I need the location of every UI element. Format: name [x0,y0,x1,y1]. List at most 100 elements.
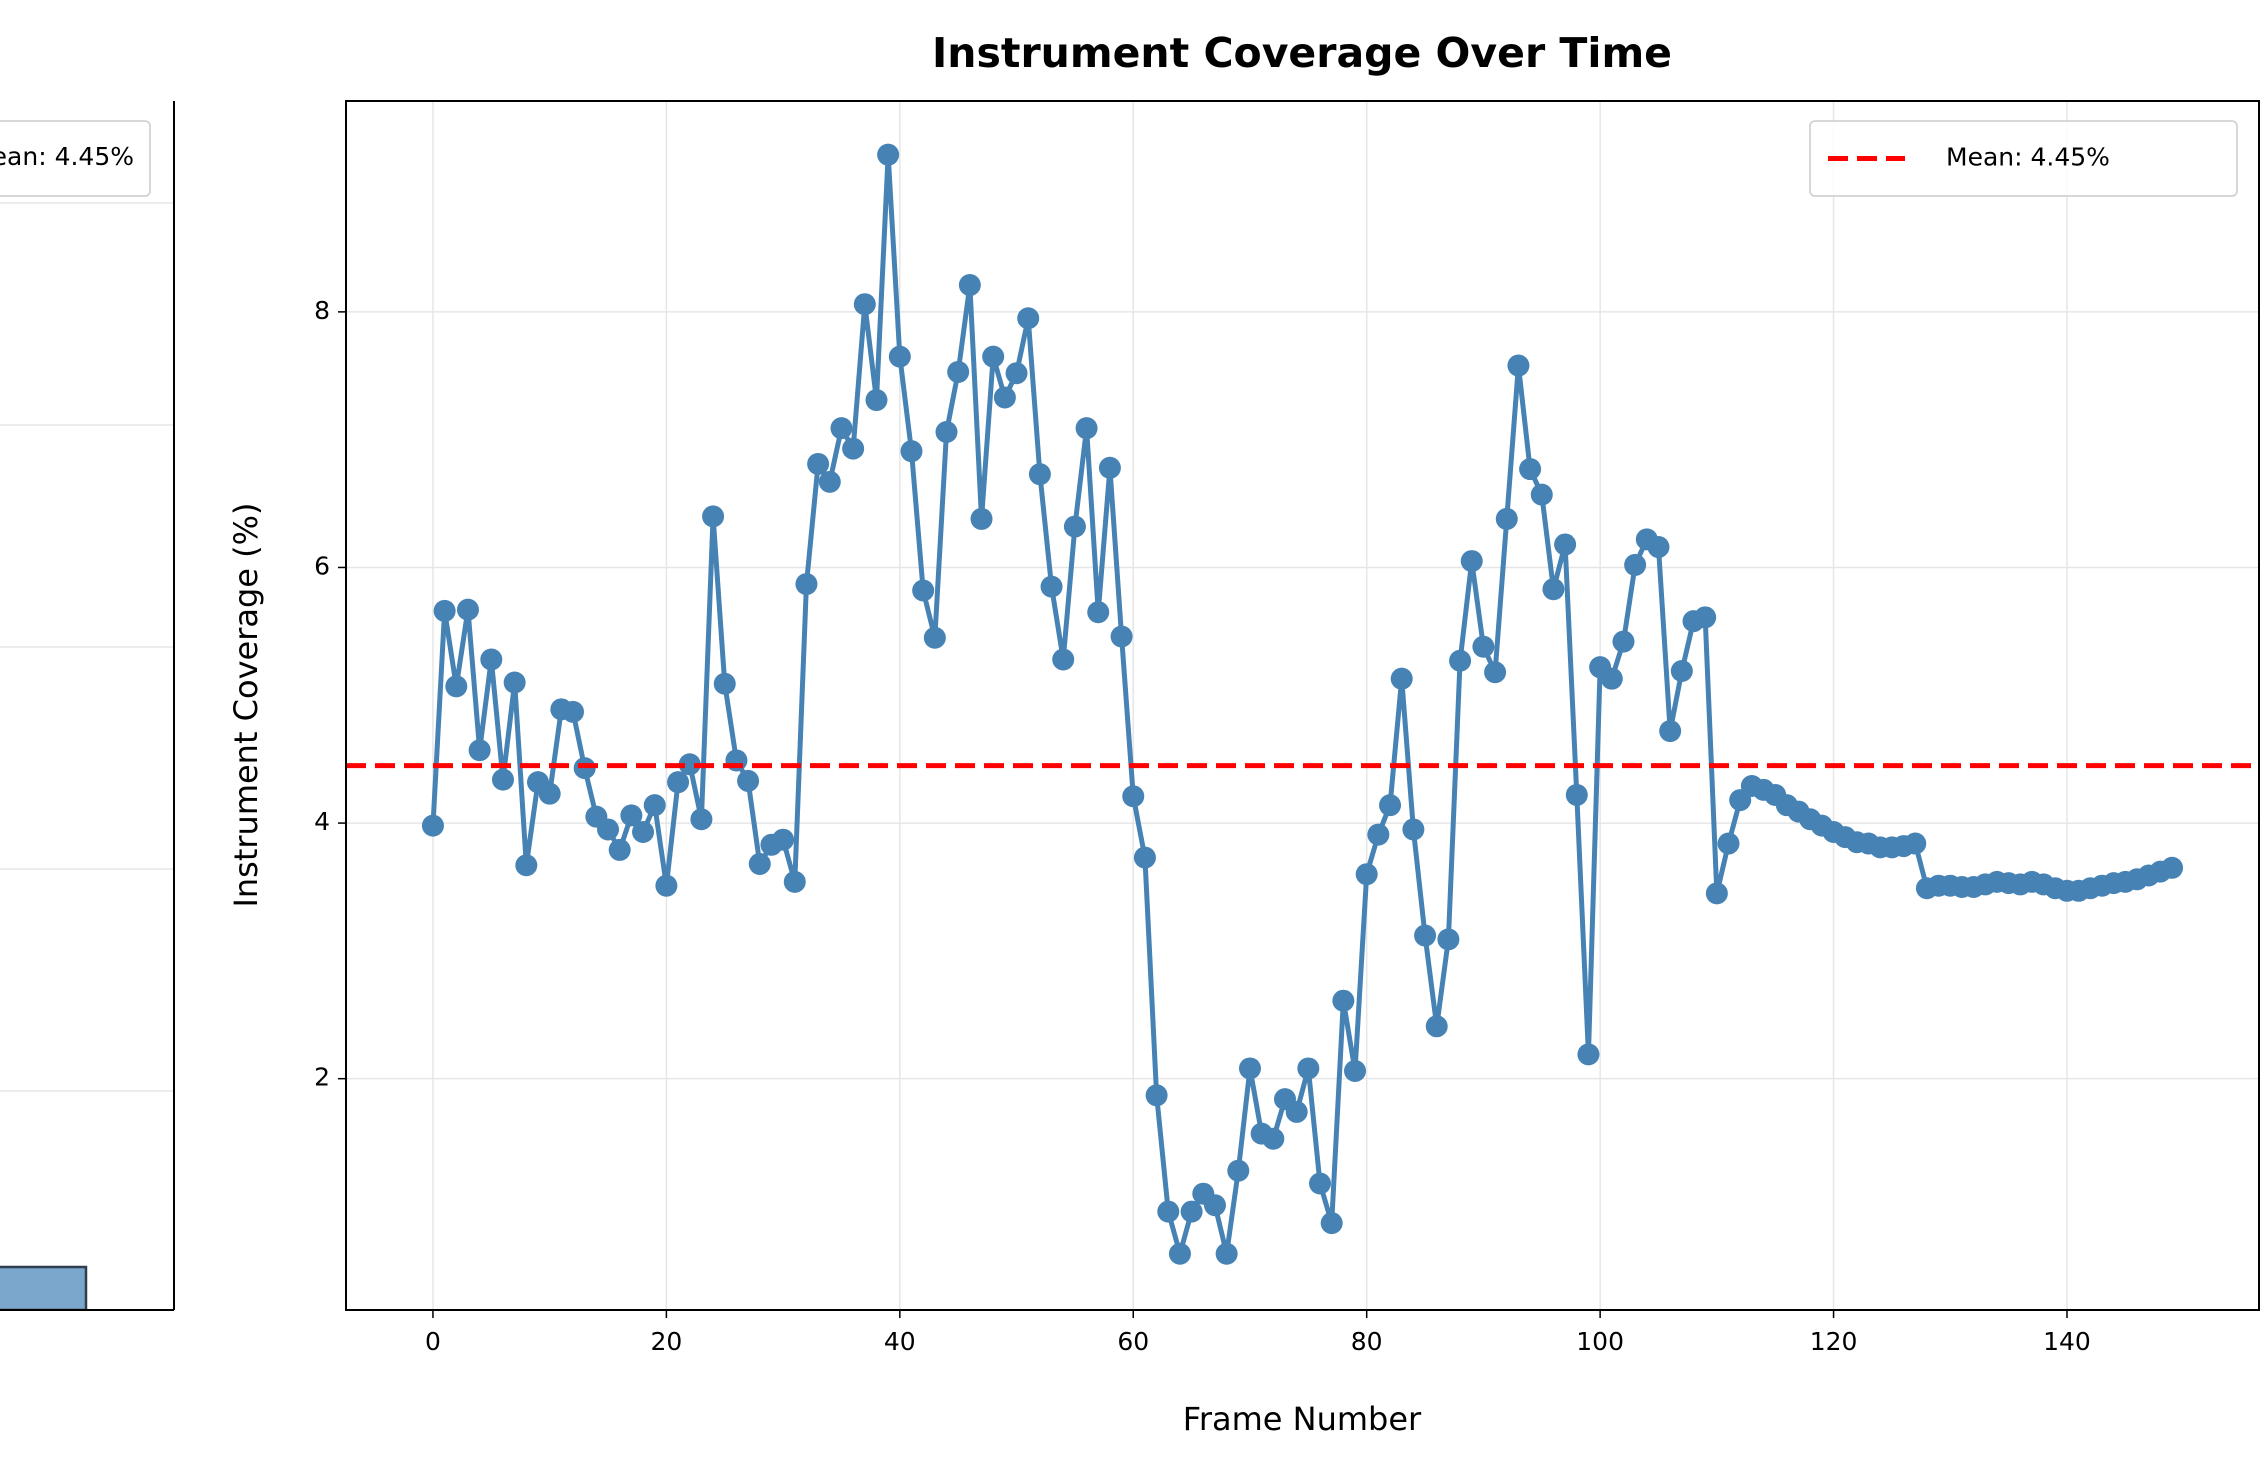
y-axis-label: Instrument Coverage (%) [227,502,265,907]
data-point [1344,1060,1367,1083]
data-point [1659,720,1682,743]
data-point [1904,832,1927,855]
data-point [1145,1084,1168,1107]
x-tick-label: 40 [884,1327,916,1356]
data-point [1437,928,1460,951]
data-point [1705,882,1728,905]
data-point [1238,1057,1261,1080]
data-point [678,753,701,776]
data-point [1262,1127,1285,1150]
data-point [1507,354,1530,377]
data-point [1320,1212,1343,1235]
data-point [713,672,736,695]
data-point [1390,667,1413,690]
data-point [491,768,514,791]
left-panel: Mean: 4.45% [0,120,174,1310]
data-point [1460,550,1483,573]
y-tick-label: 4 [314,807,330,836]
data-point [795,573,818,596]
data-point [1203,1194,1226,1217]
data-point [772,828,795,851]
x-tick-label: 140 [2043,1327,2091,1356]
data-point [1332,989,1355,1012]
data-point [865,389,888,412]
data-point [421,814,444,837]
data-point [1402,818,1425,841]
data-point [1122,785,1145,808]
data-point [1110,625,1133,648]
data-point [2161,856,2184,879]
data-point [958,274,981,297]
data-point [643,794,666,817]
legend-text: Mean: 4.45% [1946,143,2110,172]
data-point [877,143,900,166]
data-point [1180,1200,1203,1223]
data-point [573,757,596,780]
data-point [1600,667,1623,690]
data-point [1449,649,1472,672]
x-tick-label: 100 [1576,1327,1624,1356]
data-point [1098,456,1121,479]
data-point [1472,635,1495,658]
plot-frame [345,100,2260,1311]
data-point [702,505,725,528]
data-point [468,739,491,762]
data-point [1168,1242,1191,1265]
data-point [1542,578,1565,601]
x-tick-label: 0 [425,1327,441,1356]
data-point [1367,823,1390,846]
data-point [1577,1043,1600,1066]
data-point [1309,1172,1332,1195]
data-point [982,345,1005,368]
data-point [655,874,678,897]
data-point [842,437,865,460]
data-point [1612,630,1635,653]
data-point [1414,924,1437,947]
x-tick-label: 60 [1117,1327,1149,1356]
data-point [1227,1159,1250,1182]
data-point [818,470,841,493]
data-point [912,579,935,602]
data-point [807,452,830,475]
data-point [1052,648,1075,671]
data-point [1215,1242,1238,1265]
data-point [515,854,538,877]
hist-bar [0,1265,88,1310]
data-point [538,782,561,805]
data-point [667,771,690,794]
data-point [690,808,713,831]
legend-text: Mean: 4.45% [0,142,134,171]
data-point [597,818,620,841]
data-point [1285,1100,1308,1123]
data-point [1355,863,1378,886]
data-point [1133,846,1156,869]
data-point [853,293,876,316]
data-point [725,749,748,772]
data-point [1624,553,1647,576]
data-point [923,626,946,649]
data-point [608,838,631,861]
data-point [1495,507,1518,530]
data-point [456,598,479,621]
data-point [970,507,993,530]
data-point [1425,1015,1448,1038]
data-point [888,345,911,368]
data-point [1040,575,1063,598]
legend-box [0,120,151,197]
data-point [1717,832,1740,855]
data-point [1694,606,1717,629]
data-point [1005,362,1028,385]
data-point [1554,533,1577,556]
x-tick-label: 80 [1351,1327,1383,1356]
y-tick-label: 6 [314,551,330,580]
x-tick-label: 120 [1810,1327,1858,1356]
data-point [900,440,923,463]
data-point [1565,783,1588,806]
data-point [737,769,760,792]
data-point [620,804,643,827]
data-point [632,821,655,844]
x-tick-label: 20 [650,1327,682,1356]
data-point [480,648,503,671]
data-point [1484,661,1507,684]
